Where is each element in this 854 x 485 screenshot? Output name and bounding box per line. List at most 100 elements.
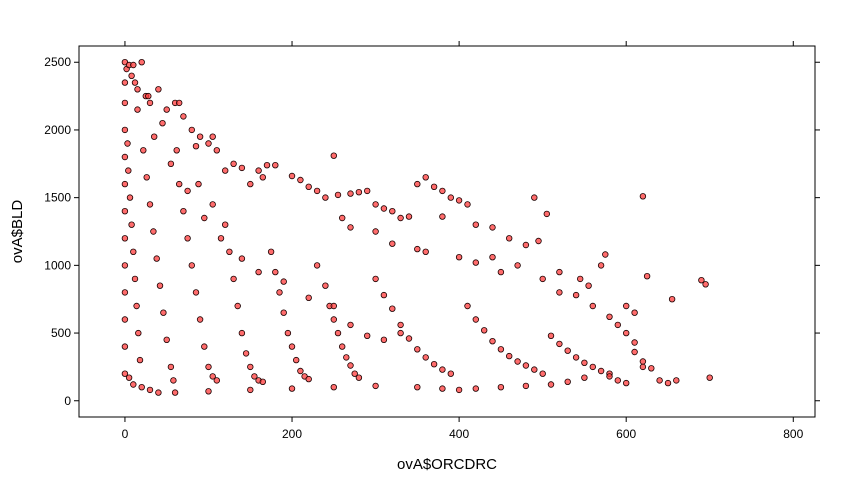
data-point (153, 255, 160, 262)
data-point (656, 377, 663, 384)
data-point (263, 161, 271, 169)
data-point (464, 302, 471, 310)
y-tick-label: 2500 (44, 55, 71, 69)
data-point (447, 370, 454, 377)
data-point (226, 248, 233, 255)
data-point (128, 221, 135, 228)
y-axis-title: ovA$BLD (9, 200, 26, 264)
data-point (209, 133, 216, 140)
data-point (201, 343, 208, 350)
data-point (489, 254, 496, 261)
data-point (439, 366, 446, 373)
data-point (130, 381, 137, 388)
data-point (121, 99, 129, 107)
data-point (489, 224, 496, 231)
data-point (405, 213, 413, 220)
data-point (175, 99, 183, 107)
data-point (430, 183, 438, 190)
data-point (155, 86, 162, 93)
data-point (355, 188, 363, 196)
data-point (175, 180, 183, 188)
data-point (145, 92, 152, 100)
data-point (439, 213, 446, 220)
data-point (535, 237, 542, 245)
data-point (397, 214, 404, 222)
data-point (330, 302, 337, 310)
data-point (230, 160, 237, 167)
data-point (170, 377, 177, 384)
data-point (347, 224, 354, 231)
data-point (472, 259, 479, 266)
x-tick-label: 400 (449, 427, 469, 441)
data-point (606, 313, 613, 320)
data-point (330, 384, 337, 391)
data-point (497, 268, 505, 276)
data-point (195, 180, 202, 188)
y-axis: 0 500 1000 1500 2000 2500 (44, 55, 820, 408)
data-point (364, 187, 371, 195)
data-point (138, 384, 145, 391)
data-point (238, 164, 246, 172)
data-point (673, 377, 680, 384)
data-point (180, 207, 187, 215)
data-point (589, 363, 596, 371)
data-point (171, 389, 179, 396)
data-point (136, 356, 144, 364)
y-tick-label: 1000 (44, 258, 71, 272)
data-point (188, 126, 195, 134)
data-point (196, 316, 204, 323)
data-point (364, 332, 371, 339)
data-point (238, 329, 246, 337)
data-point (121, 289, 129, 296)
data-point (334, 191, 342, 199)
data-point (159, 119, 166, 127)
data-point (556, 268, 563, 276)
data-point (455, 197, 463, 204)
data-point (414, 346, 421, 353)
data-point (481, 327, 488, 334)
data-point (234, 302, 241, 310)
data-point (702, 281, 709, 288)
data-point (522, 382, 530, 390)
data-point (180, 113, 187, 120)
data-point (150, 228, 157, 235)
data-point (389, 305, 396, 312)
data-point (167, 363, 175, 371)
data-point (664, 379, 672, 387)
data-point (280, 278, 287, 285)
data-point (455, 386, 463, 394)
data-point (242, 350, 250, 357)
data-point (163, 336, 170, 343)
data-point (389, 240, 396, 247)
data-point (572, 291, 580, 299)
data-point (128, 72, 135, 79)
data-point (121, 79, 129, 86)
data-points (121, 59, 713, 396)
data-point (238, 255, 246, 262)
data-point (639, 363, 647, 371)
data-point (330, 316, 337, 323)
data-point (414, 180, 421, 188)
data-point (267, 248, 275, 255)
data-point (121, 316, 129, 323)
data-point (184, 187, 191, 195)
data-point (313, 187, 321, 195)
data-point (146, 201, 154, 208)
data-point (522, 241, 530, 249)
data-point (247, 363, 254, 371)
data-point (173, 147, 180, 154)
data-point (209, 373, 216, 380)
data-point (339, 343, 346, 350)
data-point (614, 321, 621, 329)
data-point (288, 385, 296, 392)
data-point (305, 183, 312, 190)
data-point (506, 352, 513, 360)
data-point (372, 201, 379, 208)
data-point (138, 59, 145, 66)
data-point (623, 329, 630, 337)
data-point (380, 336, 388, 343)
data-point (543, 210, 550, 218)
data-point (125, 374, 133, 381)
data-point (380, 291, 388, 299)
data-point (514, 262, 521, 269)
